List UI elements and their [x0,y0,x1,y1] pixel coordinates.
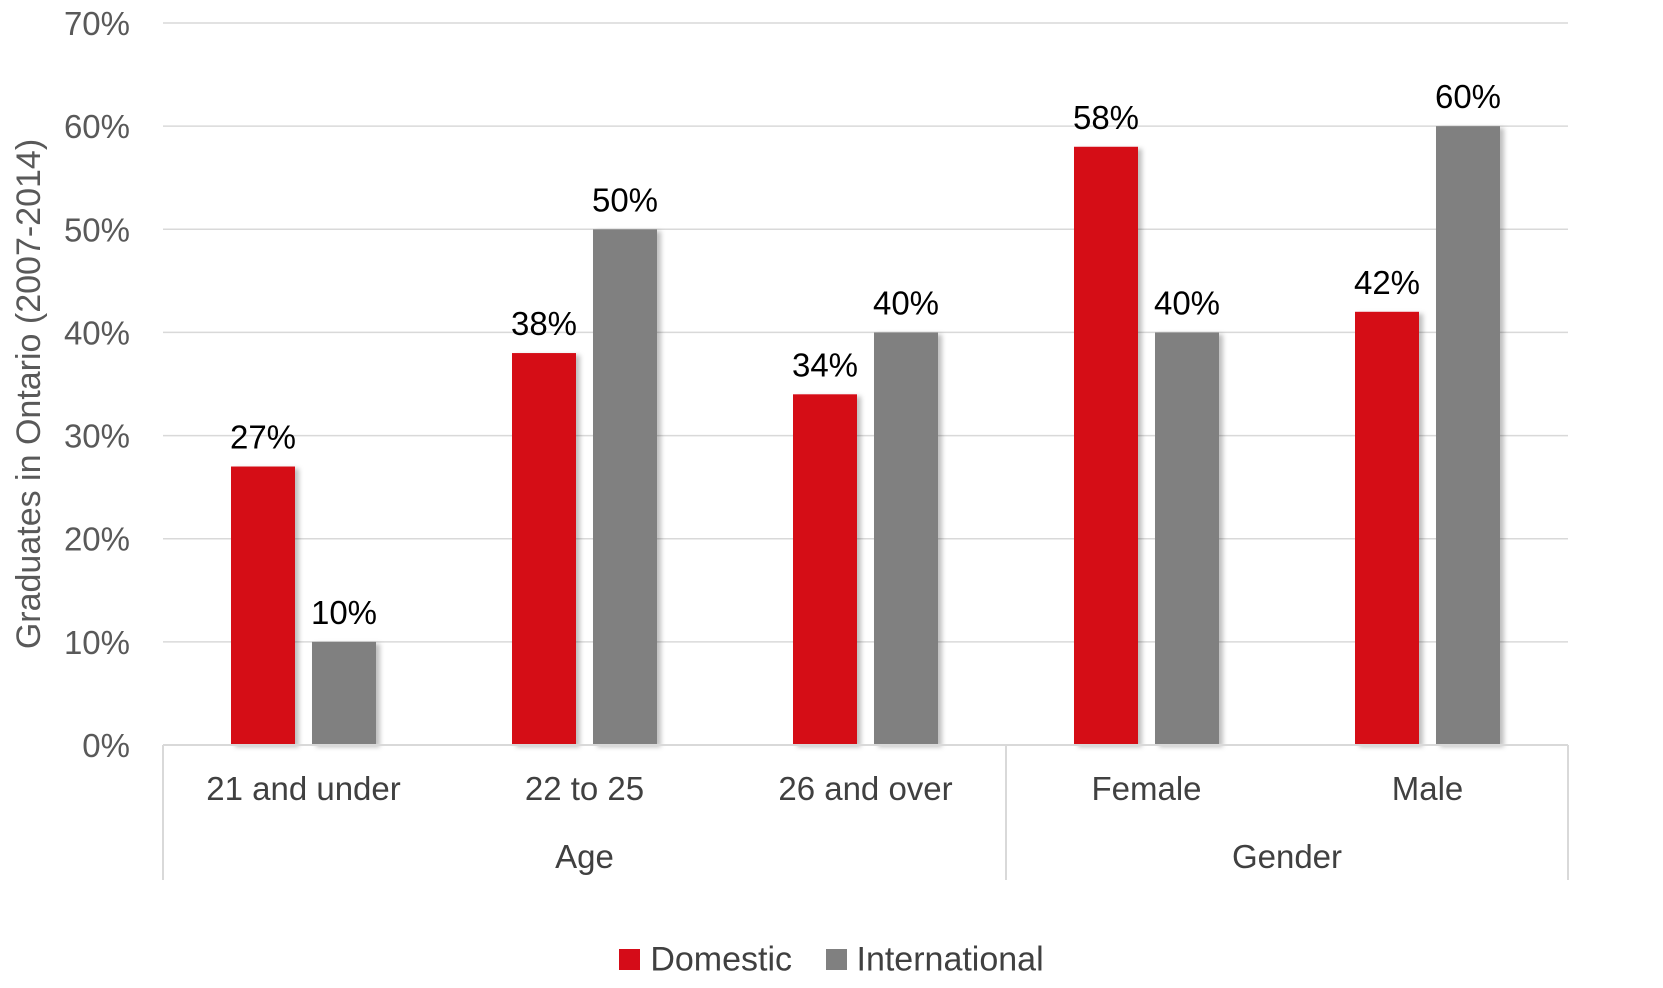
y-tick-label: 70% [64,5,130,42]
y-tick-label: 20% [64,521,130,558]
data-label: 40% [1154,284,1220,321]
x-tick-label: 21 and under [206,770,401,807]
data-label: 42% [1354,264,1420,301]
data-label: 34% [792,346,858,383]
y-axis-title: Graduates in Ontario (2007-2014) [10,139,48,649]
legend-item-domestic: Domestic [619,939,792,980]
data-label: 60% [1435,78,1501,115]
bar-international [1436,126,1500,745]
bar-international [874,332,938,745]
y-tick-label: 40% [64,314,130,351]
x-tick-label: Female [1091,770,1201,807]
bar-domestic [1355,311,1419,745]
legend-swatch-international [825,949,847,971]
legend-item-international: International [825,939,1044,980]
bar-international [312,641,376,745]
bar-domestic [1074,146,1138,745]
data-label: 10% [311,594,377,631]
bar-domestic [231,466,295,745]
y-tick-label: 30% [64,418,130,455]
bar-domestic [512,353,576,745]
legend: Domestic International [0,938,1663,979]
bar-domestic [793,394,857,745]
group-label: Gender [1232,838,1342,875]
y-tick-label: 60% [64,108,130,145]
legend-label-international: International [856,940,1044,979]
group-label: Age [555,838,614,875]
data-label: 38% [511,305,577,342]
x-tick-label: Male [1392,770,1464,807]
data-label: 27% [230,419,296,456]
legend-label-domestic: Domestic [650,940,793,979]
data-label: 40% [873,284,939,321]
x-tick-label: 26 and over [778,770,952,807]
bar-international [593,229,657,746]
data-label: 50% [592,181,658,218]
y-tick-label: 10% [64,624,130,661]
bar-international [1155,332,1219,745]
data-label: 58% [1073,99,1139,136]
legend-swatch-domestic [619,949,641,971]
x-tick-label: 22 to 25 [525,770,644,807]
y-tick-label: 50% [64,211,130,248]
y-tick-label: 0% [82,727,130,764]
